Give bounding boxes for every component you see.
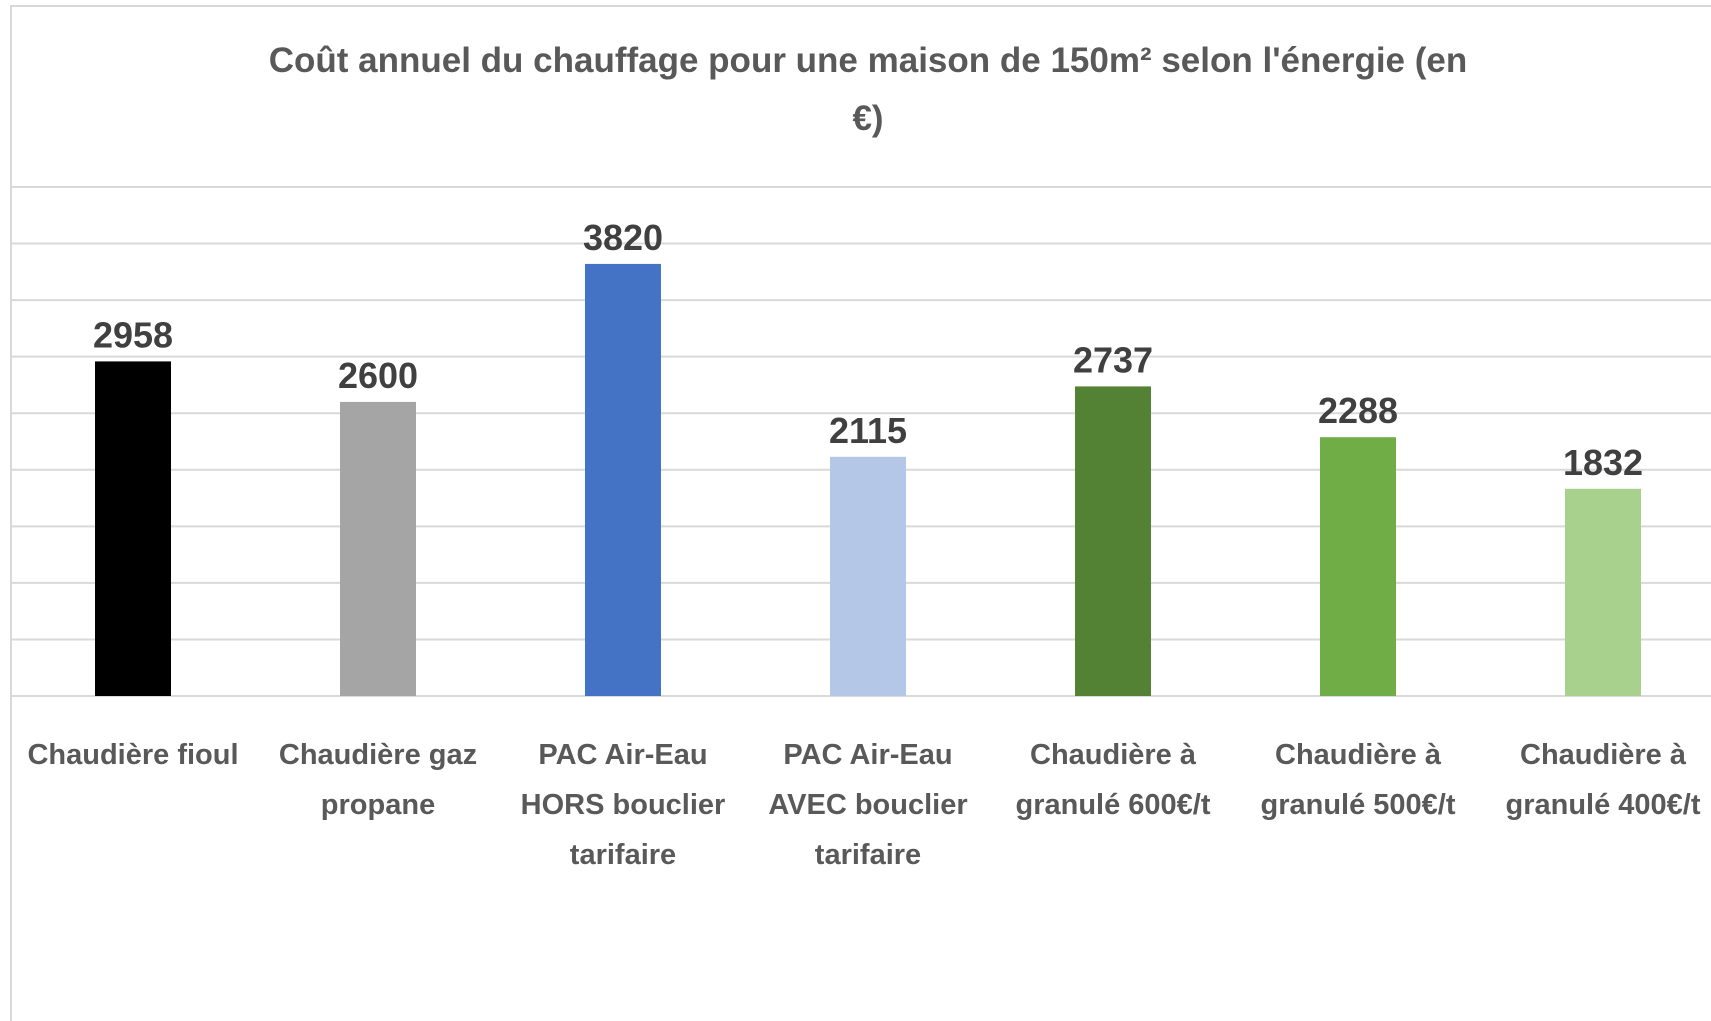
bar — [1075, 386, 1151, 696]
bar — [830, 456, 906, 696]
x-tick-label: Chaudière à granulé 500€/t — [1260, 739, 1456, 821]
value-label: 2737 — [1073, 339, 1153, 380]
value-label: 2288 — [1318, 390, 1398, 431]
x-tick-label: PAC Air-Eau HORS bouclier tarifaire — [520, 739, 726, 871]
value-label: 2115 — [829, 410, 907, 451]
x-tick-label: Chaudière à granulé 400€/t — [1505, 739, 1701, 821]
value-label: 2958 — [93, 314, 173, 355]
chart-title: Coût annuel du chauffage pour une maison… — [268, 41, 1468, 138]
x-tick-label: Chaudière fioul — [27, 739, 239, 771]
bar — [585, 263, 661, 696]
bar — [95, 361, 171, 696]
value-label: 3820 — [583, 217, 663, 258]
x-tick-label: PAC Air-Eau AVEC bouclier tarifaire — [768, 739, 968, 871]
bar — [340, 401, 416, 696]
bar — [1320, 437, 1396, 696]
bar — [1565, 488, 1641, 696]
x-tick-label: Chaudière à granulé 600€/t — [1015, 739, 1211, 821]
value-label: 2600 — [338, 355, 418, 396]
x-tick-label: Chaudière gaz propane — [278, 739, 478, 821]
value-label: 1832 — [1563, 442, 1643, 483]
